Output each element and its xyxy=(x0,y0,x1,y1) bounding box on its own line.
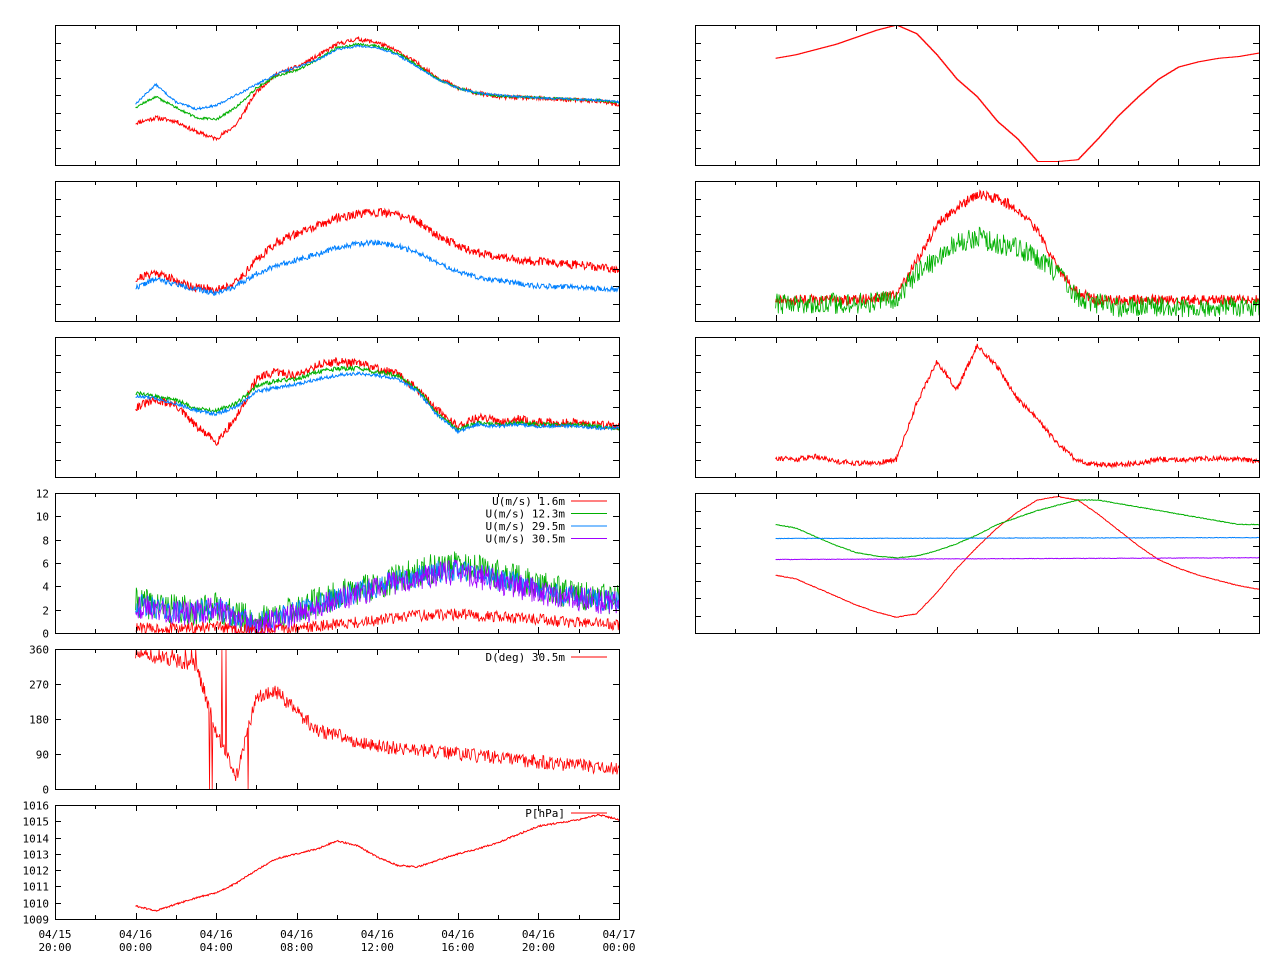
legend-label-left-4: U(m/s) 29.5m xyxy=(486,520,566,533)
y-tick-label-left-4: 12 xyxy=(36,488,49,501)
y-tick-label-left-5: 360 xyxy=(29,644,49,657)
panel-left-2 xyxy=(55,181,620,322)
x-tick-label-date: 04/16 xyxy=(200,928,233,941)
panel-left-4: 0 2 4 6 8 10 12 U(m/s) 1.6mU(m/s) 12.3mU(m/s) 2… xyxy=(36,488,620,641)
series-line-left-6-red xyxy=(135,813,619,912)
y-tick-label-left-6: 1012 xyxy=(23,865,50,878)
x-tick-label-date: 04/16 xyxy=(522,928,555,941)
x-tick-label-date: 04/17 xyxy=(602,928,635,941)
panel-left-3 xyxy=(55,337,620,478)
x-tick-label-date: 04/15 xyxy=(38,928,71,941)
series-line-left-3-green xyxy=(135,364,619,432)
x-tick-label-time: 16:00 xyxy=(441,941,474,954)
series-line-right-3-red xyxy=(775,343,1259,469)
series-line-left-4-purple xyxy=(135,559,619,633)
x-tick-label-date: 04/16 xyxy=(361,928,394,941)
legend-label-left-4: U(m/s) 12.3m xyxy=(486,508,566,521)
series-line-right-4-purple xyxy=(775,556,1259,561)
series-line-right-2-red xyxy=(775,189,1259,307)
x-tick-label-date: 04/16 xyxy=(119,928,152,941)
legend-label-left-6: P[hPa] xyxy=(525,807,565,820)
legend-label-left-5: D(deg) 30.5m xyxy=(486,651,566,664)
x-tick-label-date: 04/16 xyxy=(280,928,313,941)
series-line-left-4-red xyxy=(135,608,619,633)
y-tick-label-left-5: 180 xyxy=(29,714,49,727)
panel-right-3 xyxy=(695,337,1260,478)
y-tick-label-left-6: 1011 xyxy=(23,881,50,894)
x-tick-label-time: 04:00 xyxy=(200,941,233,954)
x-tick-label-time: 12:00 xyxy=(361,941,394,954)
y-tick-label-left-6: 1010 xyxy=(23,898,50,911)
series-line-right-4-red xyxy=(775,495,1259,618)
panel-left-1 xyxy=(55,25,620,166)
series-line-right-2-green xyxy=(775,226,1259,318)
y-tick-label-left-5: 0 xyxy=(42,784,49,797)
y-tick-label-left-4: 2 xyxy=(42,605,49,618)
y-tick-label-left-4: 8 xyxy=(42,535,49,548)
series-line-left-2-red xyxy=(135,207,619,294)
y-tick-label-left-4: 10 xyxy=(36,511,49,524)
series-line-left-3-blue xyxy=(135,370,619,435)
y-tick-label-left-6: 1016 xyxy=(23,800,50,813)
panel-right-1 xyxy=(695,25,1260,166)
legend-label-left-4: U(m/s) 1.6m xyxy=(492,495,565,508)
legend-label-left-4: U(m/s) 30.5m xyxy=(486,533,566,546)
panel-right-2 xyxy=(695,181,1260,322)
series-line-right-4-green xyxy=(775,499,1259,559)
series-line-right-4-blue xyxy=(775,536,1259,540)
panel-right-4 xyxy=(695,493,1260,634)
x-tick-label-time: 00:00 xyxy=(602,941,635,954)
y-tick-label-left-5: 270 xyxy=(29,679,49,692)
series-line-right-1-red xyxy=(775,25,1259,162)
y-tick-label-left-6: 1014 xyxy=(23,833,50,846)
series-line-left-1-blue xyxy=(135,44,619,111)
y-tick-label-left-6: 1013 xyxy=(23,849,50,862)
y-tick-label-left-4: 6 xyxy=(42,558,49,571)
panel-left-6: 1009 1010 1011 1012 1013 1014 1015 1016 P[hPa] xyxy=(23,800,620,927)
x-tick-label-time: 08:00 xyxy=(280,941,313,954)
x-tick-label-time: 20:00 xyxy=(522,941,555,954)
y-tick-label-left-4: 4 xyxy=(42,581,49,594)
series-line-left-3-red xyxy=(135,357,619,446)
y-tick-label-left-6: 1015 xyxy=(23,816,50,829)
series-line-left-5-red xyxy=(135,649,619,789)
series-line-left-2-blue xyxy=(135,239,619,296)
y-tick-label-left-4: 0 xyxy=(42,628,49,641)
x-tick-label-date: 04/16 xyxy=(441,928,474,941)
y-tick-label-left-5: 90 xyxy=(36,749,49,762)
y-tick-label-left-6: 1009 xyxy=(23,914,50,927)
x-tick-label-time: 20:00 xyxy=(38,941,71,954)
x-tick-label-time: 00:00 xyxy=(119,941,152,954)
x-tick-labels: 04/1520:0004/1600:0004/1604:0004/1608:00… xyxy=(38,928,635,954)
panel-left-5: 0 90 180 270 360 D(deg) 30.5m xyxy=(29,644,620,797)
